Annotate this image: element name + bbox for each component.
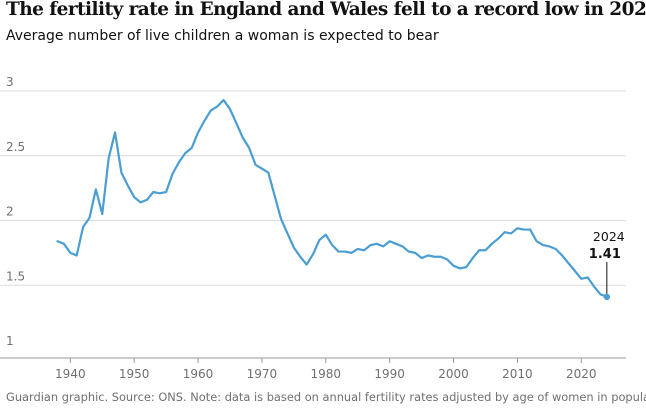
annotation-year: 2024 — [593, 229, 625, 244]
x-tick-label: 1960 — [183, 367, 214, 381]
y-tick-label: 1 — [6, 334, 14, 348]
x-tick-label: 1950 — [119, 367, 150, 381]
chart-title: The fertility rate in England and Wales … — [6, 0, 646, 20]
series-line-fertility-rate — [56, 98, 608, 299]
y-tick-label: 1.5 — [6, 269, 25, 283]
annotation-2024: 2024 1.41 — [589, 229, 625, 301]
gridlines — [0, 90, 626, 286]
chart-source-note: Guardian graphic. Source: ONS. Note: dat… — [6, 390, 646, 404]
y-tick-label: 3 — [6, 75, 14, 89]
x-tick-label: 2000 — [438, 367, 469, 381]
y-tick-label: 2.5 — [6, 140, 25, 154]
x-tick-label: 2020 — [566, 367, 597, 381]
x-tick-label: 1980 — [311, 367, 342, 381]
y-tick-label: 2 — [6, 205, 14, 219]
last-point-marker — [603, 293, 611, 301]
x-tick-label: 2010 — [502, 367, 533, 381]
fertility-line-chart: 1 1.5 2 2.5 3 1940 1950 1960 1970 1980 1990 2000 20… — [0, 75, 626, 381]
y-axis-tick-labels: 1 1.5 2 2.5 3 — [6, 75, 25, 348]
chart-subtitle: Average number of live children a woman … — [6, 28, 439, 44]
annotation-value: 1.41 — [589, 247, 621, 262]
x-tick-label: 1940 — [55, 367, 86, 381]
x-axis: 1940 1950 1960 1970 1980 1990 2000 2010 2020 — [0, 357, 626, 381]
x-tick-label: 1990 — [374, 367, 405, 381]
series-layer — [56, 98, 608, 299]
x-tick-label: 1970 — [247, 367, 278, 381]
